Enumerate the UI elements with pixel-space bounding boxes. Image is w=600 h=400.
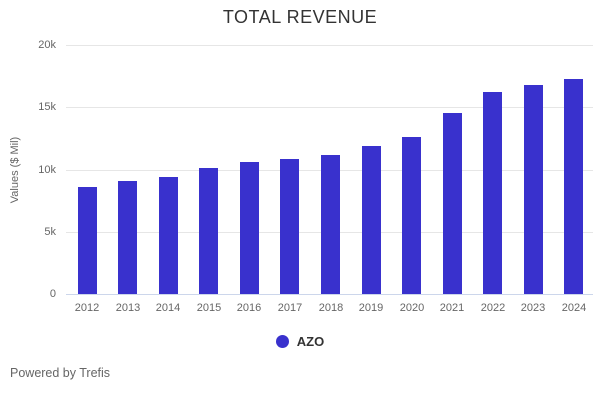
gridline-15k	[66, 107, 593, 108]
bar-azo-2020[interactable]	[402, 137, 421, 294]
x-axis-line	[66, 294, 593, 295]
y-axis-tick-label: 15k	[38, 101, 56, 113]
x-axis-tick-label-2013: 2013	[115, 302, 141, 314]
bar-azo-2023[interactable]	[524, 85, 543, 294]
x-axis-tick-label-2022: 2022	[480, 302, 506, 314]
bar-azo-2024[interactable]	[564, 79, 583, 294]
legend-item-azo[interactable]: AZO	[275, 334, 325, 349]
bar-azo-2016[interactable]	[240, 162, 259, 294]
x-axis-tick-label-2015: 2015	[196, 302, 222, 314]
bar-azo-2015[interactable]	[199, 168, 218, 294]
bar-azo-2017[interactable]	[280, 159, 299, 294]
y-axis-tick-label: 0	[49, 288, 56, 300]
x-axis-tick-label-2016: 2016	[236, 302, 262, 314]
gridline-20k	[66, 45, 593, 46]
powered-by-trefis-link[interactable]: Powered by Trefis	[10, 366, 111, 380]
x-axis-tick-label-2014: 2014	[155, 302, 181, 314]
bar-azo-2012[interactable]	[78, 187, 97, 294]
chart-title: TOTAL REVENUE	[222, 7, 378, 27]
bar-azo-2018[interactable]	[321, 155, 340, 294]
x-axis-tick-label-2012: 2012	[74, 302, 100, 314]
y-axis-tick-label: 5k	[44, 226, 56, 238]
x-axis-tick-label-2024: 2024	[561, 302, 587, 314]
x-axis-tick-label-2018: 2018	[318, 302, 344, 314]
legend-series-label: AZO	[296, 334, 325, 349]
bar-azo-2022[interactable]	[483, 92, 502, 294]
legend-series-marker-icon	[275, 335, 289, 348]
bar-azo-2014[interactable]	[159, 177, 178, 294]
bar-azo-2013[interactable]	[118, 181, 137, 294]
x-axis-tick-label-2020: 2020	[399, 302, 425, 314]
x-axis-tick-label-2021: 2021	[439, 302, 465, 314]
x-axis-tick-label-2019: 2019	[358, 302, 384, 314]
bar-azo-2019[interactable]	[362, 146, 381, 294]
y-axis-tick-label: 10k	[38, 164, 56, 176]
y-axis-tick-label: 20k	[38, 39, 56, 51]
chart-legend: AZO	[0, 334, 600, 349]
x-axis-tick-label-2023: 2023	[520, 302, 546, 314]
bar-azo-2021[interactable]	[443, 113, 462, 294]
x-axis-tick-label-2017: 2017	[277, 302, 303, 314]
